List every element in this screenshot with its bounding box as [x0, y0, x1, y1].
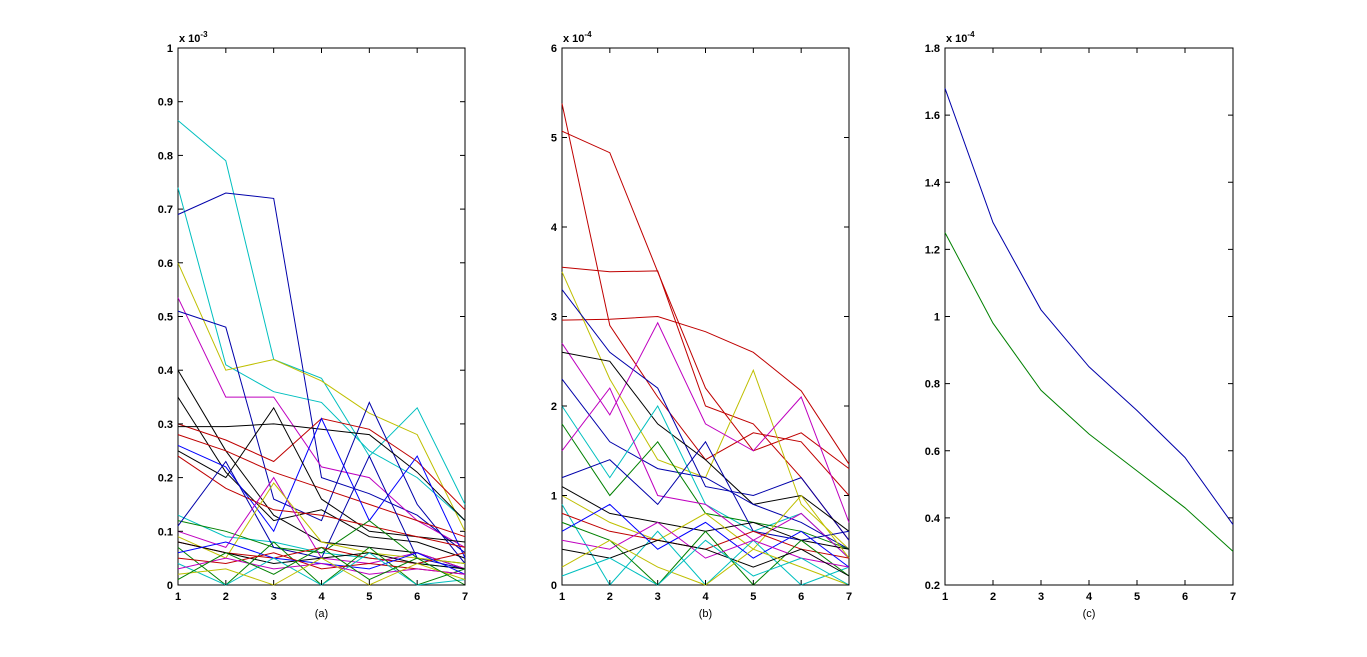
y-tick-label: 0.3	[158, 419, 173, 431]
y-tick-label: 0	[551, 580, 557, 592]
series-line	[177, 262, 466, 532]
series-line	[177, 546, 466, 586]
y-tick-label: 0.4	[158, 365, 174, 377]
series-line	[561, 494, 850, 559]
x-tick-label: 7	[1230, 591, 1236, 603]
series-line	[177, 417, 466, 559]
y-tick-label: 0.1	[158, 526, 173, 538]
panel-a: 1 2 3 4 5 6 7 0 0.1 0.2 0.3 0.4 0.5 0.6 0.7 0.8 0.9 1 x 10…	[158, 30, 468, 620]
series-line	[177, 396, 466, 559]
y-exponent-label: x 10-4	[563, 30, 592, 45]
series-line	[561, 378, 850, 550]
series-line	[177, 310, 466, 564]
series-line	[561, 503, 850, 568]
panel-caption: (b)	[699, 608, 712, 620]
x-tick-label: 6	[798, 591, 804, 603]
series-line	[944, 88, 1234, 525]
series-line	[177, 187, 466, 521]
series-line	[561, 130, 850, 470]
x-tick-label: 3	[271, 591, 277, 603]
y-exponent-label: x 10-3	[179, 30, 208, 45]
series-line	[561, 289, 850, 541]
series-line	[177, 120, 466, 505]
y-tick-label: 0.9	[158, 97, 173, 109]
x-tick-label: 1	[942, 591, 948, 603]
y-tick-label: 1.4	[925, 177, 941, 189]
x-tick-label: 5	[1134, 591, 1140, 603]
series-line	[177, 192, 466, 554]
x-tick-label: 1	[175, 591, 181, 603]
series-line	[177, 557, 466, 586]
series-line	[944, 232, 1234, 552]
x-tick-label: 6	[1182, 591, 1188, 603]
series-line	[561, 315, 850, 465]
x-tick-label: 7	[462, 591, 468, 603]
x-tick-label: 5	[750, 591, 756, 603]
x-tick-label: 4	[318, 591, 325, 603]
series-line	[561, 539, 850, 586]
series-line	[178, 423, 466, 521]
x-tick-label: 2	[607, 591, 613, 603]
series-line	[177, 557, 466, 575]
panel-caption: (c)	[1083, 608, 1096, 620]
y-tick-label: 2	[551, 401, 557, 413]
y-tick-label: 0.7	[158, 204, 173, 216]
series-line	[177, 455, 466, 548]
y-tick-label: 0.2	[158, 473, 173, 485]
x-tick-label: 4	[702, 591, 709, 603]
x-tick-label: 2	[223, 591, 229, 603]
y-exponent-label: x 10-4	[946, 30, 975, 45]
y-tick-label: 0.2	[925, 580, 940, 592]
panel-caption: (a)	[315, 608, 328, 620]
x-tick-label: 4	[1086, 591, 1093, 603]
y-tick-label: 0	[167, 580, 173, 592]
y-tick-label: 0.8	[925, 379, 940, 391]
y-tick-label: 0.6	[158, 258, 173, 270]
y-tick-label: 5	[551, 133, 557, 145]
x-tick-label: 1	[559, 591, 565, 603]
series-line	[561, 321, 850, 523]
y-tick-label: 0.6	[925, 446, 940, 458]
x-tick-label: 7	[846, 591, 852, 603]
y-tick-label: 1.6	[925, 110, 940, 122]
y-tick-label: 1	[167, 43, 173, 55]
y-tick-label: 1	[934, 312, 940, 324]
x-tick-label: 3	[1038, 591, 1044, 603]
x-tick-label: 2	[990, 591, 996, 603]
axes-box	[177, 47, 466, 586]
panel-c: 1 2 3 4 5 6 7 0.2 0.4 0.6 0.8 1 1.2 1.4 1.6 1.8 x 10-4 (c…	[925, 30, 1236, 620]
x-tick-label: 3	[655, 591, 661, 603]
y-tick-label: 6	[551, 43, 557, 55]
y-tick-label: 4	[551, 222, 558, 234]
y-tick-label: 1.2	[925, 244, 940, 256]
series-line	[177, 434, 466, 538]
x-tick-label: 5	[366, 591, 372, 603]
axes-box	[944, 47, 1234, 586]
y-tick-label: 0.5	[158, 312, 173, 324]
y-tick-label: 0.8	[158, 150, 173, 162]
y-tick-label: 0.4	[925, 513, 941, 525]
y-tick-label: 1	[551, 491, 557, 503]
x-tick-label: 6	[414, 591, 420, 603]
y-tick-label: 1.8	[925, 43, 940, 55]
series-line	[561, 387, 850, 559]
y-tick-label: 3	[551, 312, 557, 324]
